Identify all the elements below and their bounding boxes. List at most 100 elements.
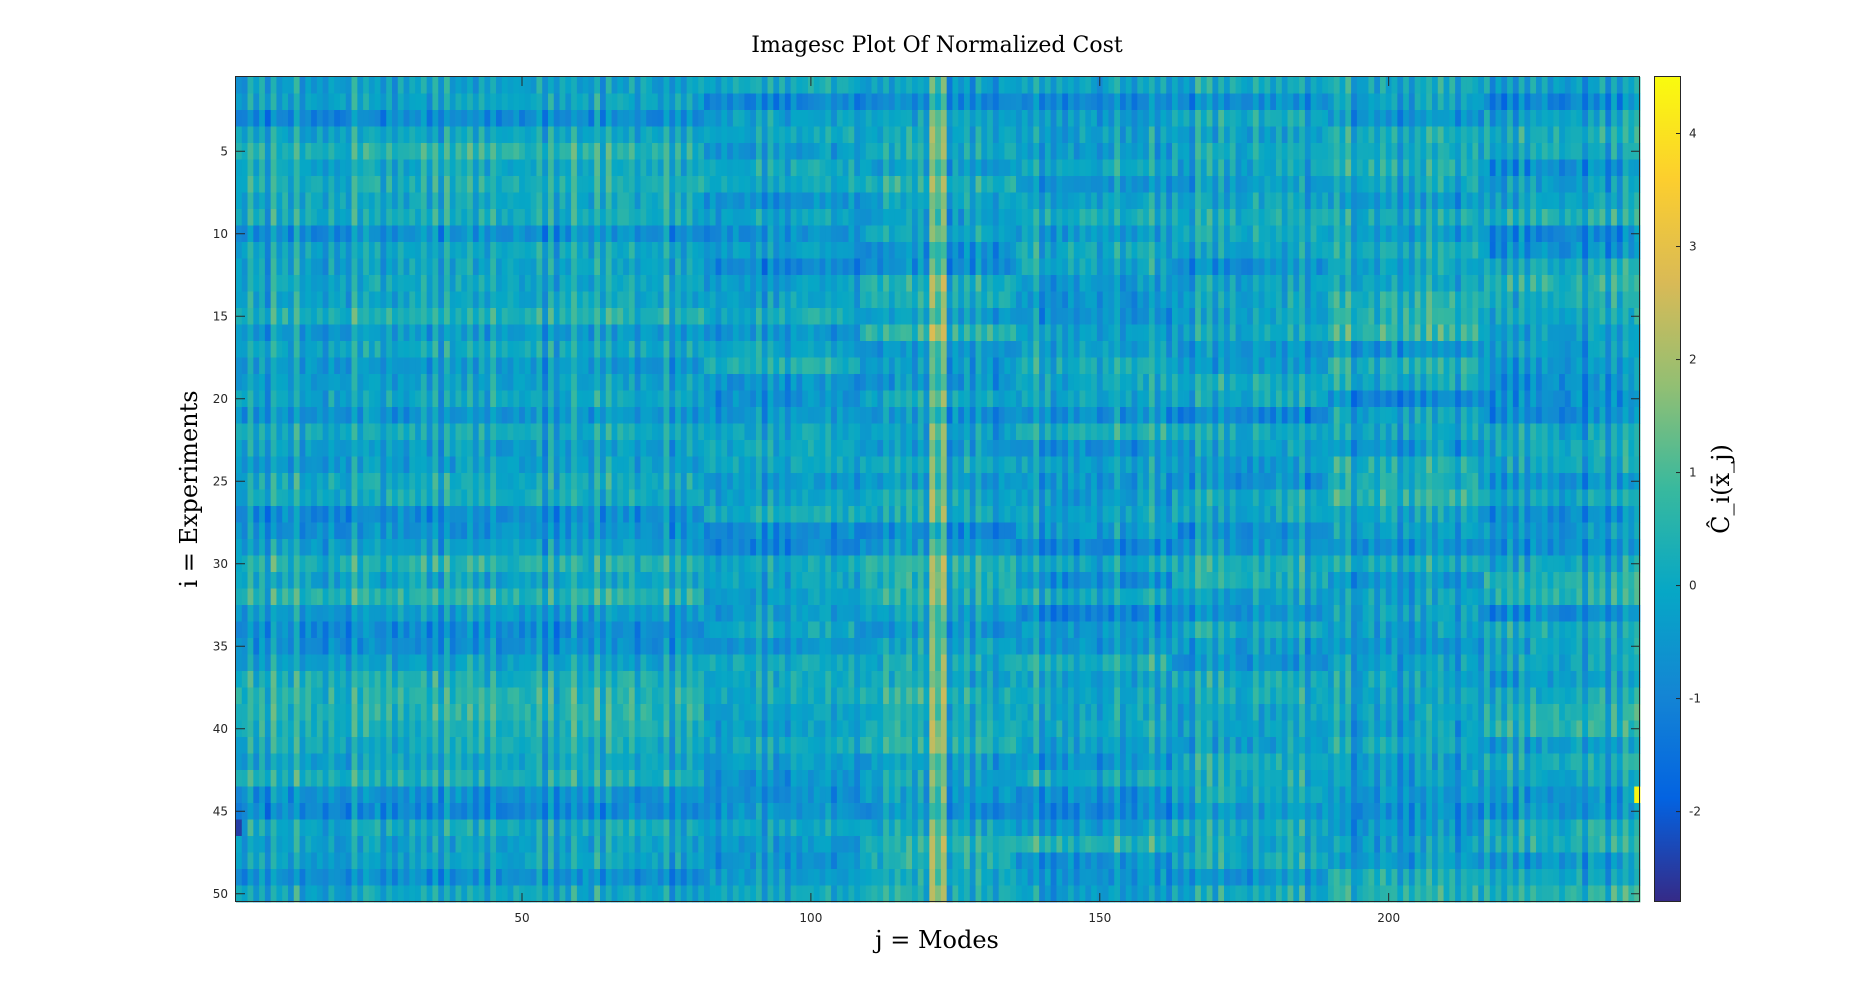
heatmap-cell [1247,225,1254,243]
heatmap-cell [1160,308,1167,325]
heatmap-cell [940,159,948,177]
heatmap-cell [536,407,543,424]
heatmap-cell [1073,93,1080,111]
heatmap-cell [340,176,347,193]
heatmap-cell [588,275,595,292]
heatmap-cell [1189,341,1196,358]
heatmap-cell [524,93,532,111]
heatmap-cell [1541,258,1548,276]
heatmap-cell [1605,242,1612,259]
heatmap-cell [808,176,815,193]
heatmap-cell [1351,110,1358,127]
heatmap-cell [686,407,693,424]
heatmap-cell [865,308,872,325]
heatmap-cell [403,407,410,424]
heatmap-cell [1125,324,1132,342]
heatmap-cell [397,275,404,292]
heatmap-cell [917,341,924,358]
heatmap-cell [987,77,994,94]
heatmap-cell [351,159,358,177]
heatmap-cell [813,176,820,193]
heatmap-cell [409,374,416,391]
heatmap-cell [449,225,456,243]
heatmap-cell [1530,159,1537,177]
heatmap-cell [1010,407,1017,424]
heatmap-cell [1166,242,1173,259]
heatmap-cell [1472,357,1479,375]
heatmap-cell [420,110,428,127]
heatmap-cell [1010,143,1017,160]
heatmap-cell [1212,192,1219,210]
heatmap-cell [334,407,341,424]
heatmap-cell [1212,390,1219,408]
heatmap-cell [282,126,289,144]
heatmap-cell [727,225,734,243]
heatmap-cell [871,209,878,226]
heatmap-cell [1316,291,1323,309]
heatmap-cell [842,390,849,408]
heatmap-cell [623,176,630,193]
heatmap-cell [877,357,884,375]
heatmap-cell [1397,126,1404,144]
heatmap-cell [548,77,555,94]
heatmap-cell [316,110,324,127]
heatmap-cell [836,357,844,375]
heatmap-cell [1576,192,1583,210]
heatmap-cell [1154,110,1161,127]
heatmap-cell [1356,159,1364,177]
heatmap-cell [1241,126,1248,144]
heatmap-cell [912,77,919,94]
heatmap-cell [444,341,451,358]
heatmap-cell [1224,374,1231,391]
heatmap-cell [1085,275,1092,292]
heatmap-cell [750,209,757,226]
heatmap-cell [1559,176,1566,193]
heatmap-cell [715,275,722,292]
heatmap-cell [1593,308,1600,325]
heatmap-cell [987,291,994,309]
heatmap-cell [1495,110,1502,127]
heatmap-cell [1472,275,1479,292]
heatmap-cell [288,225,295,243]
heatmap-cell [328,110,335,127]
heatmap-cell [923,192,930,210]
heatmap-cell [1281,77,1288,94]
heatmap-cell [715,192,722,210]
heatmap-cell [1628,258,1635,276]
heatmap-cell [565,275,572,292]
heatmap-cell [1062,374,1069,391]
heatmap-cell [680,258,688,276]
heatmap-cell [1056,126,1063,144]
heatmap-cell [542,159,549,177]
heatmap-cell [1281,341,1288,358]
heatmap-cell [1455,275,1462,292]
heatmap-cell [1322,242,1329,259]
heatmap-cell [802,242,809,259]
heatmap-cell [571,159,578,177]
heatmap-cell [571,407,578,424]
heatmap-cell [952,225,959,243]
heatmap-cell [1380,390,1387,408]
heatmap-cell [1420,390,1427,408]
heatmap-cell [646,308,653,325]
heatmap-cell [865,374,872,391]
heatmap-cell [819,143,826,160]
heatmap-cell [940,374,948,391]
heatmap-cell [565,159,572,177]
heatmap-cell [282,341,289,358]
heatmap-cell [1541,176,1548,193]
heatmap-cell [935,93,942,111]
heatmap-cell [1374,258,1381,276]
heatmap-cell [1044,291,1052,309]
heatmap-cell [952,126,959,144]
heatmap-cell [472,93,480,111]
heatmap-cell [432,77,439,94]
heatmap-cell [432,341,439,358]
heatmap-cell [1536,192,1543,210]
heatmap-cell [1177,93,1184,111]
heatmap-cell [293,126,300,144]
heatmap-cell [1206,110,1213,127]
heatmap-cell [1172,209,1179,226]
heatmap-cell [484,110,491,127]
heatmap-cell [854,77,861,94]
